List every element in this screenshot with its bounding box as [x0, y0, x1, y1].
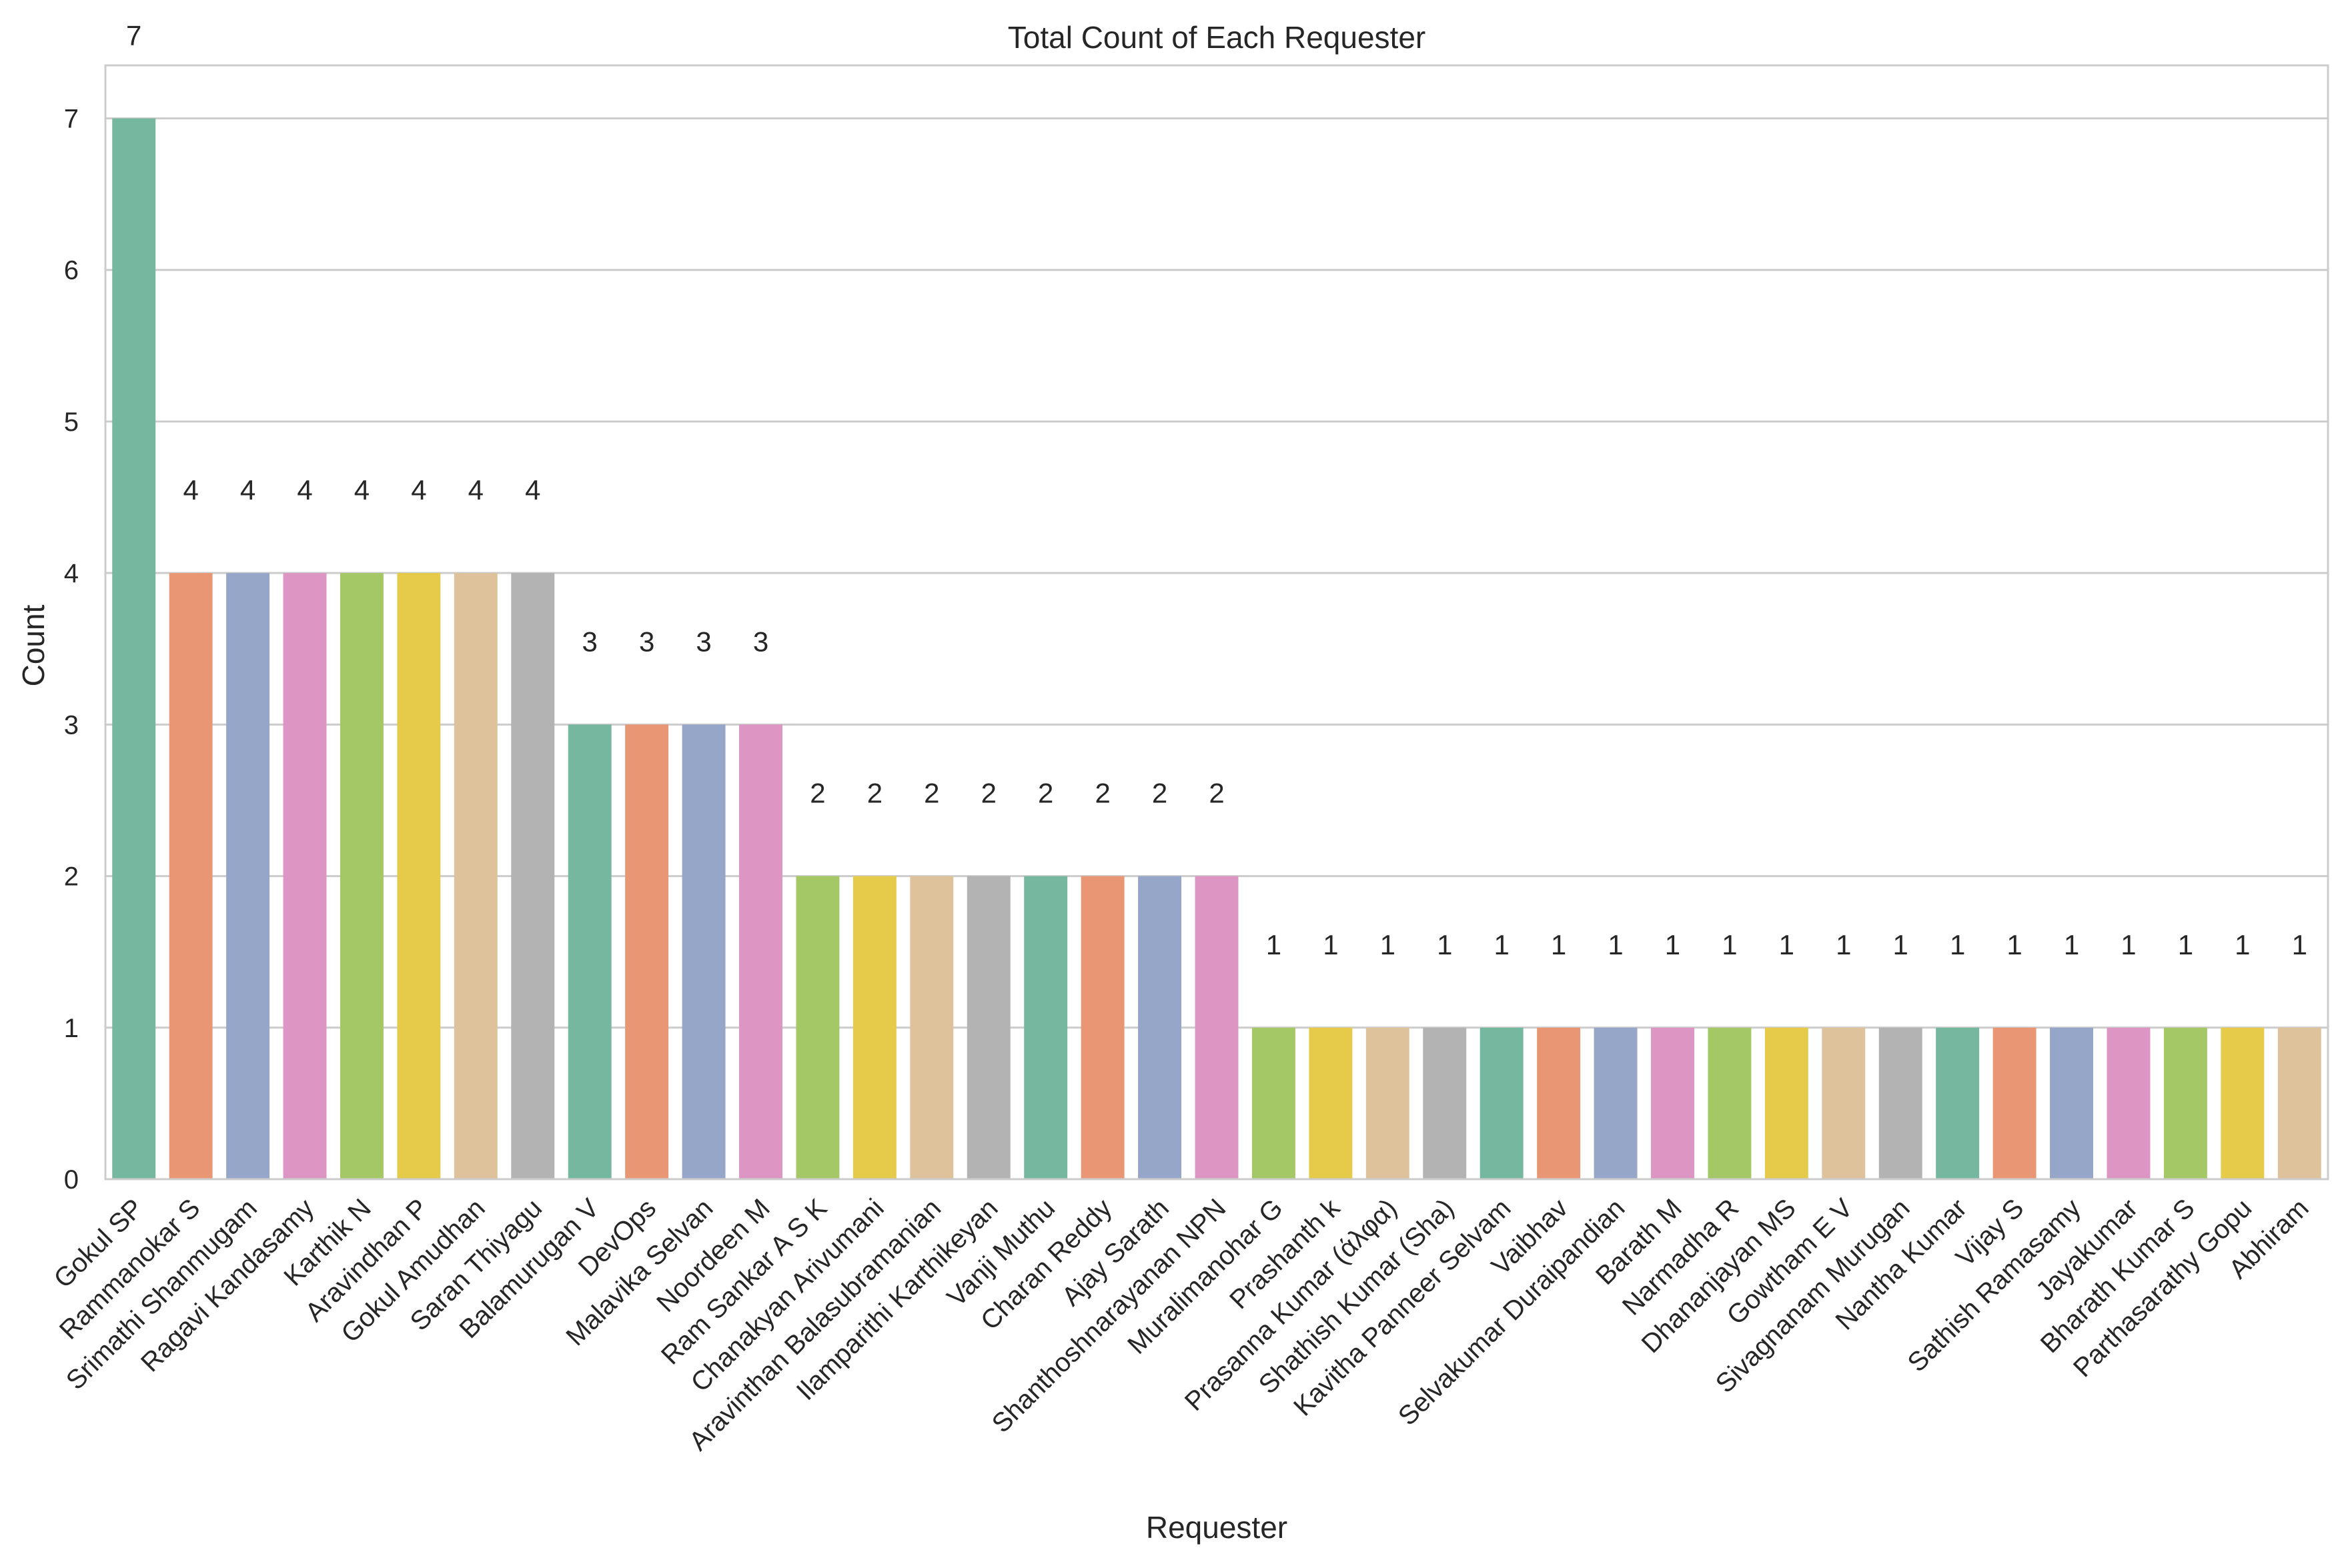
bar-33 [1936, 1027, 1980, 1179]
bar-29 [1708, 1027, 1752, 1179]
data-label-5: 4 [354, 474, 370, 506]
bar-9 [568, 724, 612, 1179]
data-label-6: 4 [411, 474, 426, 506]
bar-24 [1423, 1027, 1467, 1179]
data-label-23: 1 [1380, 929, 1395, 960]
bar-27 [1594, 1027, 1638, 1179]
data-label-16: 2 [981, 778, 997, 809]
data-label-19: 2 [1152, 778, 1167, 809]
y-tick-label-2: 2 [64, 862, 79, 892]
data-label-22: 1 [1323, 929, 1338, 960]
bar-12 [739, 724, 782, 1179]
data-label-3: 4 [240, 474, 255, 506]
data-label-9: 3 [582, 626, 598, 657]
bar-4 [283, 573, 327, 1179]
bar-30 [1764, 1027, 1808, 1179]
bar-18 [1081, 876, 1125, 1179]
data-label-4: 4 [297, 474, 312, 506]
data-label-31: 1 [1836, 929, 1851, 960]
data-label-13: 2 [810, 778, 825, 809]
bar-15 [910, 876, 954, 1179]
bar-20 [1195, 876, 1239, 1179]
data-label-30: 1 [1779, 929, 1794, 960]
data-label-18: 2 [1095, 778, 1110, 809]
data-label-37: 1 [2178, 929, 2193, 960]
data-label-38: 1 [2235, 929, 2250, 960]
data-label-14: 2 [867, 778, 883, 809]
y-tick-label-6: 6 [64, 256, 79, 285]
bar-19 [1138, 876, 1182, 1179]
data-label-39: 1 [2292, 929, 2307, 960]
data-label-35: 1 [2064, 929, 2079, 960]
bar-16 [967, 876, 1011, 1179]
bar-25 [1480, 1027, 1524, 1179]
data-label-10: 3 [639, 626, 654, 657]
data-label-33: 1 [1950, 929, 1965, 960]
bar-28 [1651, 1027, 1694, 1179]
data-label-34: 1 [2006, 929, 2022, 960]
data-label-29: 1 [1722, 929, 1737, 960]
bar-1 [112, 118, 156, 1179]
bars [112, 118, 2321, 1179]
y-tick-label-0: 0 [64, 1165, 79, 1195]
y-tick-labels: 0 1 2 3 4 5 6 7 [64, 105, 79, 1195]
bar-39 [2277, 1027, 2321, 1179]
x-axis-title: Requester [1146, 1510, 1287, 1545]
data-label-21: 1 [1266, 929, 1281, 960]
data-label-17: 2 [1038, 778, 1053, 809]
bar-13 [796, 876, 840, 1179]
bar-11 [682, 724, 726, 1179]
bar-35 [2050, 1027, 2094, 1179]
bar-3 [226, 573, 270, 1179]
y-tick-label-5: 5 [64, 408, 79, 437]
y-tick-label-1: 1 [64, 1014, 79, 1043]
data-label-25: 1 [1494, 929, 1509, 960]
data-label-7: 4 [468, 474, 484, 506]
bar-21 [1251, 1027, 1295, 1179]
bar-22 [1309, 1027, 1353, 1179]
bar-5 [340, 573, 384, 1179]
bar-32 [1878, 1027, 1922, 1179]
y-tick-label-7: 7 [64, 105, 79, 134]
bar-36 [2107, 1027, 2151, 1179]
bar-17 [1024, 876, 1068, 1179]
bar-7 [454, 573, 498, 1179]
data-label-28: 1 [1665, 929, 1680, 960]
bar-2 [169, 573, 213, 1179]
data-label-2: 4 [183, 474, 198, 506]
data-label-11: 3 [696, 626, 711, 657]
bar-26 [1537, 1027, 1581, 1179]
data-label-32: 1 [1893, 929, 1908, 960]
bar-34 [1992, 1027, 2036, 1179]
bar-14 [852, 876, 897, 1179]
data-label-1: 7 [126, 20, 141, 51]
data-label-15: 2 [924, 778, 939, 809]
data-label-8: 4 [525, 474, 540, 506]
plot-frame [104, 64, 2329, 1181]
bar-38 [2221, 1027, 2265, 1179]
data-label-20: 2 [1209, 778, 1224, 809]
bar-6 [397, 573, 441, 1179]
data-label-26: 1 [1551, 929, 1566, 960]
data-labels: 7 4 4 4 4 4 4 4 3 3 3 3 2 2 2 2 2 2 2 2 1 1 1 1 1 1 1 1 1 1 1 1 1 1 1 1 1 1 1 [126, 20, 2307, 960]
bar-8 [511, 573, 555, 1179]
data-label-12: 3 [753, 626, 768, 657]
bar-31 [1822, 1027, 1866, 1179]
chart-title: Total Count of Each Requester [1008, 20, 1425, 55]
bar-37 [2163, 1027, 2207, 1179]
data-label-24: 1 [1437, 929, 1452, 960]
y-tick-label-3: 3 [64, 710, 79, 740]
y-axis-title: Count [16, 604, 51, 686]
data-label-36: 1 [2121, 929, 2136, 960]
bar-10 [625, 724, 669, 1179]
y-tick-label-4: 4 [64, 559, 79, 588]
data-label-27: 1 [1608, 929, 1623, 960]
bar-23 [1365, 1027, 1409, 1179]
